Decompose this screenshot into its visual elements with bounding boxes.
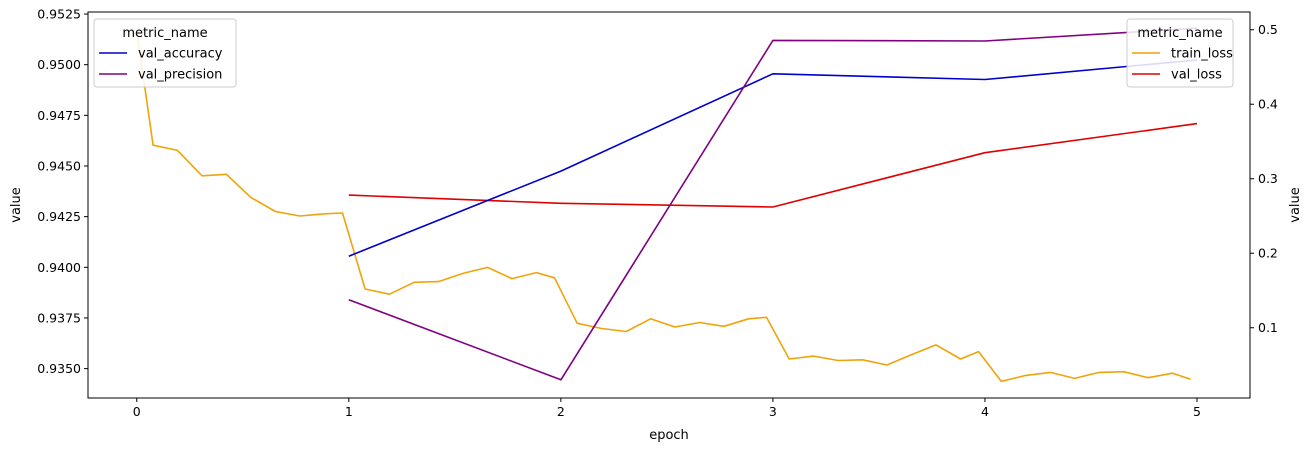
y-axis-right-label: value xyxy=(1288,187,1303,223)
legend-left: metric_name val_accuracy val_precision xyxy=(93,18,237,88)
y-right-tick-label: 0.5 xyxy=(1258,22,1278,37)
series-line-train-loss xyxy=(136,31,1191,383)
x-tick-label: 2 xyxy=(557,404,565,419)
legend-label-val-precision: val_precision xyxy=(138,68,222,83)
y-right-tick-label: 0.3 xyxy=(1258,171,1278,186)
legend-left-title: metric_name xyxy=(122,26,207,41)
x-tick-label: 4 xyxy=(981,404,989,419)
y-left-tick-label: 0.9450 xyxy=(37,158,81,173)
y-left-tick-label: 0.9425 xyxy=(37,209,81,224)
x-tick-label: 0 xyxy=(133,404,141,419)
legend-right-title: metric_name xyxy=(1137,26,1222,41)
y-left-tick-label: 0.9350 xyxy=(37,361,81,376)
series-line-val-precision xyxy=(348,27,1198,381)
y-axis-left-label: value xyxy=(9,187,24,223)
x-tick-label: 3 xyxy=(769,404,777,419)
y-right-tick-label: 0.2 xyxy=(1258,246,1278,261)
plot-frame xyxy=(87,11,1251,399)
y-right-tick-label: 0.4 xyxy=(1258,97,1278,112)
x-tick-label: 5 xyxy=(1193,404,1201,419)
legend-right: metric_name train_loss val_loss xyxy=(1126,18,1234,88)
plot-lines xyxy=(136,27,1198,383)
y-axis-left: 0.9350 0.9375 0.9400 0.9425 0.9450 0.9475 0.95… xyxy=(37,7,88,376)
y-left-tick-label: 0.9375 xyxy=(37,310,81,325)
y-left-tick-label: 0.9500 xyxy=(37,57,81,72)
y-left-tick-label: 0.9525 xyxy=(37,7,81,22)
series-line-val-accuracy xyxy=(348,59,1198,257)
legend-label-train-loss: train_loss xyxy=(1171,47,1233,62)
series-line-val-loss xyxy=(348,122,1198,208)
y-left-tick-label: 0.9475 xyxy=(37,108,81,123)
x-axis-label: epoch xyxy=(649,428,689,443)
y-right-tick-label: 0.1 xyxy=(1258,320,1278,335)
y-left-tick-label: 0.9400 xyxy=(37,260,81,275)
x-tick-label: 1 xyxy=(345,404,353,419)
x-axis: 0 1 2 3 4 5 xyxy=(133,398,1201,419)
legend-label-val-loss: val_loss xyxy=(1171,68,1222,83)
legend-label-val-accuracy: val_accuracy xyxy=(138,47,223,62)
y-axis-right: 0.1 0.2 0.3 0.4 0.5 xyxy=(1250,22,1278,335)
